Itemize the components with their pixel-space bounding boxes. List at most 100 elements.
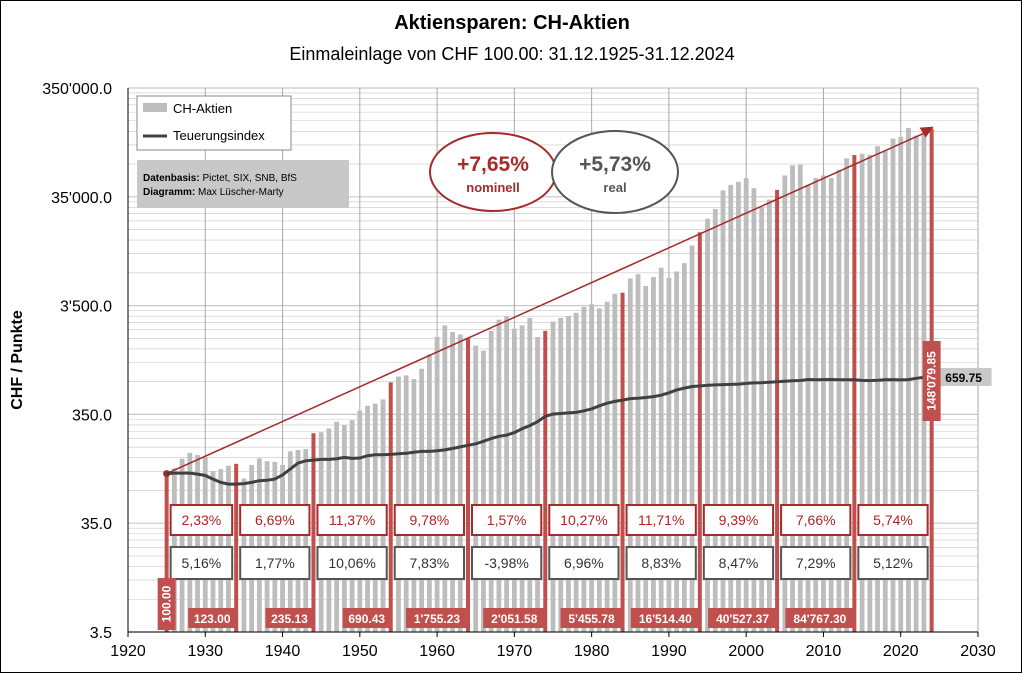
bar	[179, 458, 185, 632]
nominal-return-box	[548, 504, 620, 536]
bar	[419, 368, 425, 632]
decade-value-label-bg	[265, 608, 314, 628]
bar	[728, 184, 734, 632]
bar	[882, 150, 888, 632]
x-tick-label: 2030	[960, 643, 996, 660]
decade-marker-bar	[466, 338, 470, 632]
legend-bar-swatch	[143, 103, 167, 112]
decade-value-label: 1'755.23	[414, 612, 461, 626]
decade-value-label-bg	[342, 608, 391, 628]
real-return-text: -3,98%	[484, 555, 528, 571]
x-tick-label: 2010	[806, 643, 842, 660]
decade-value-label-bg	[560, 608, 623, 628]
nominal-return-box	[780, 504, 852, 536]
y-tick-label: 350.0	[72, 407, 112, 424]
decade-value-label-bg	[630, 608, 700, 628]
y-tick-label: 35'000.0	[51, 190, 112, 207]
bar	[759, 207, 765, 632]
nominal-return-text: 2,33%	[182, 512, 222, 528]
info-line1-value: Pictet, SIX, SNB, BfS	[202, 173, 297, 184]
real-return-value: +5,73%	[579, 153, 651, 176]
inflation-series: 659.75	[166, 367, 992, 486]
bar	[813, 178, 819, 632]
y-tick-label: 350'000.0	[42, 81, 112, 98]
bar	[898, 137, 904, 632]
decade-value-labels: 100.00 123.00 235.13 690.43 1'755.23 2'051.58…	[157, 341, 941, 630]
real-return-label: real	[603, 180, 626, 195]
nominal-return-box	[471, 504, 543, 536]
decade-marker-bar	[164, 473, 169, 632]
bar	[303, 449, 309, 632]
decade-marker-bar	[311, 433, 316, 632]
inflation-end-label-bg	[935, 367, 992, 386]
bar	[481, 350, 486, 632]
bar	[488, 330, 494, 632]
decade-value-label: 40'527.37	[716, 612, 769, 626]
real-return-box	[702, 546, 775, 580]
bar	[821, 175, 826, 632]
bar	[434, 337, 440, 632]
inflation-end-label: 659.75	[945, 371, 982, 385]
real-return-text: 1,77%	[255, 555, 295, 571]
y-axis-label: CHF / Punkte	[9, 310, 26, 410]
real-return-text: 7,83%	[410, 555, 450, 571]
bar	[450, 332, 455, 632]
real-return-text: 5,12%	[873, 555, 913, 571]
bar	[558, 317, 564, 632]
nominal-return-box	[239, 504, 311, 536]
bar	[658, 267, 664, 632]
decade-value-label-bg	[188, 608, 237, 628]
bar	[195, 455, 200, 632]
bar	[403, 375, 409, 632]
bar	[187, 452, 193, 632]
nominal-return-box	[702, 504, 775, 536]
bar	[527, 317, 533, 632]
info-line-1: Datenbasis: Pictet, SIX, SNB, BfS	[143, 173, 297, 184]
chart-subtitle: Einmaleinlage von CHF 100.00: 31.12.1925…	[289, 44, 734, 64]
real-return-box	[857, 546, 929, 580]
nominal-return-box	[169, 504, 234, 536]
bar	[643, 285, 649, 632]
decade-markers	[164, 128, 934, 632]
bar	[836, 169, 842, 632]
y-tick-label: 3.5	[90, 625, 112, 642]
real-return-text: 6,96%	[564, 555, 604, 571]
bar	[790, 165, 795, 632]
decade-value-label-bg	[922, 341, 941, 421]
real-return-box	[393, 546, 465, 580]
bar	[596, 308, 602, 632]
bar	[535, 337, 540, 632]
x-tick-label: 1940	[265, 643, 301, 660]
bar	[496, 319, 502, 632]
real-return-text: 8,83%	[641, 555, 681, 571]
nominal-return-text: 5,74%	[873, 512, 913, 528]
bar	[442, 325, 448, 632]
nominal-return-text: 11,71%	[638, 512, 684, 528]
x-tick-label: 1960	[419, 643, 455, 660]
decade-value-label: 16'514.40	[639, 612, 692, 626]
real-return-text: 10,06%	[328, 555, 375, 571]
axes: 3.5 35.0 350.0 3'500.0 35'000.0 350'000.0 1920…	[42, 81, 996, 660]
decade-marker-bar	[388, 382, 393, 632]
bar	[743, 178, 749, 632]
nominal-return-box	[625, 504, 697, 536]
bar	[674, 271, 680, 632]
x-tick-label: 2000	[728, 643, 764, 660]
info-box-bg	[137, 160, 349, 208]
nominal-return-value: +7,65%	[457, 153, 529, 176]
legend: CH-Aktien Teuerungsindex	[136, 95, 292, 151]
x-tick-label: 2020	[883, 643, 919, 660]
x-tick-label: 1950	[342, 643, 378, 660]
bar	[712, 209, 718, 632]
x-tick-label: 1980	[574, 643, 610, 660]
decade-value-label-bg	[157, 578, 176, 630]
bar	[519, 325, 525, 632]
nominal-return-text: 7,66%	[796, 512, 836, 528]
y-tick-label: 35.0	[81, 516, 112, 533]
real-return-box	[471, 546, 543, 580]
bar	[705, 218, 710, 632]
decade-value-label: 123.00	[194, 612, 231, 626]
bar	[913, 135, 919, 632]
real-return-box	[548, 546, 620, 580]
